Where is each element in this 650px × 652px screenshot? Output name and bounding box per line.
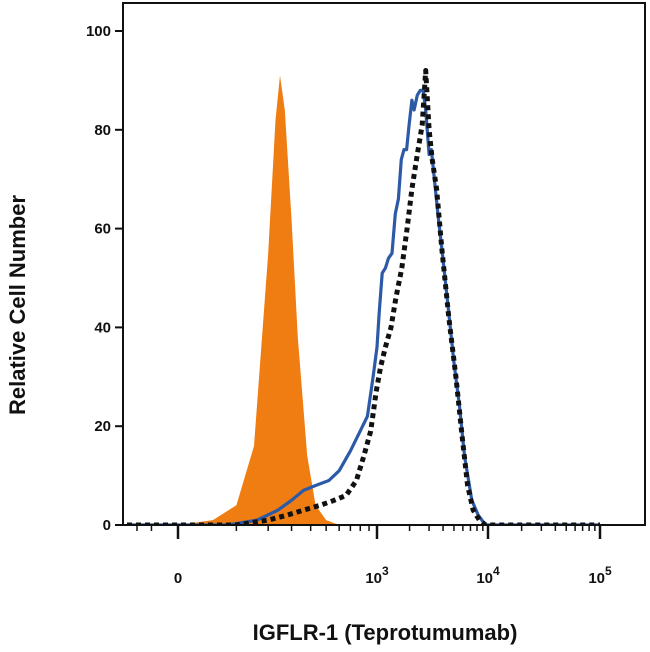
x-tick-label: 105 (588, 564, 612, 587)
y-tick-label: 100 (86, 23, 111, 40)
x-tick-label: 0 (174, 570, 182, 587)
y-tick-label: 80 (94, 122, 111, 139)
histogram-filled-series-0 (143, 75, 600, 525)
y-tick-label: 0 (103, 517, 111, 534)
y-tick-label: 60 (94, 221, 111, 238)
y-tick-label: 40 (94, 319, 111, 336)
x-tick-label: 103 (365, 564, 389, 587)
y-axis-title: Relative Cell Number (5, 195, 30, 416)
plot-content (127, 68, 600, 525)
x-tick-label: 104 (476, 564, 500, 587)
plot-border (122, 2, 646, 526)
y-axis-ticks: 0 20 40 60 80 100 (86, 23, 123, 534)
histogram-dotted-series-2 (127, 68, 600, 525)
x-axis-ticks: 0 103 104 105 (136, 525, 612, 587)
plot-frame (122, 2, 646, 526)
y-tick-label: 20 (94, 418, 111, 435)
x-axis-title: IGFLR-1 (Teprotumumab) (253, 620, 518, 645)
